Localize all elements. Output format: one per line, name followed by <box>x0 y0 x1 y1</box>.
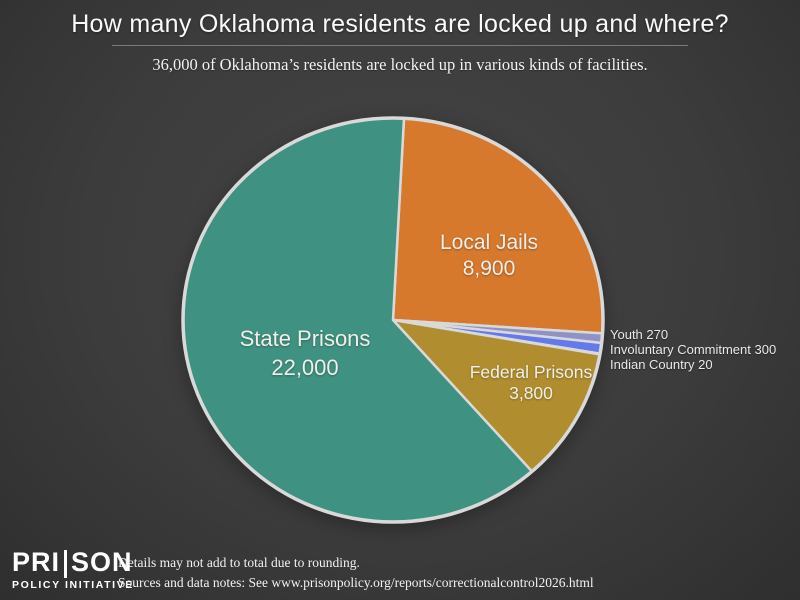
logo-text-part2: SON <box>71 547 133 577</box>
slice-label-local-jails: Local Jails 8,900 <box>440 230 538 282</box>
logo-wordmark: PRI SON <box>12 547 134 578</box>
slice-label-federal-prisons: Federal Prisons 3,800 <box>470 362 593 404</box>
title-divider <box>112 45 688 46</box>
page-title: How many Oklahoma residents are locked u… <box>71 10 729 38</box>
logo-bar-icon <box>64 550 68 578</box>
page-subtitle: 36,000 of Oklahoma’s residents are locke… <box>152 55 648 74</box>
side-label-youth: Youth 270 <box>610 327 669 342</box>
footnotes: Details may not add to total due to roun… <box>118 553 594 593</box>
slice-value-text: 8,900 <box>462 257 516 280</box>
small-slice-labels: Youth 270 Involuntary Commitment 300 Ind… <box>610 327 776 372</box>
pie-outer-rim <box>181 116 605 524</box>
slice-value-text: 3,800 <box>509 383 553 403</box>
sources-note: Sources and data notes: See www.prisonpo… <box>118 575 594 590</box>
logo-text-part1: PRI <box>12 547 61 577</box>
rounding-note: Details may not add to total due to roun… <box>118 555 360 570</box>
pie-slice-local-jails <box>391 117 605 335</box>
logo-subtitle: POLICY INITIATIVE <box>12 579 134 591</box>
pie-slices <box>181 116 605 524</box>
slice-label-text: State Prisons <box>239 326 371 351</box>
side-label-indian-country: Indian Country 20 <box>610 357 713 372</box>
side-label-involuntary-commitment: Involuntary Commitment 300 <box>610 342 777 357</box>
slice-label-state-prisons: State Prisons 22,000 <box>240 324 371 382</box>
slice-value-text: 22,000 <box>271 355 339 380</box>
slice-label-text: Federal Prisons <box>469 362 593 382</box>
slice-label-text: Local Jails <box>439 231 539 254</box>
prison-policy-initiative-logo: PRI SON POLICY INITIATIVE <box>12 547 134 592</box>
